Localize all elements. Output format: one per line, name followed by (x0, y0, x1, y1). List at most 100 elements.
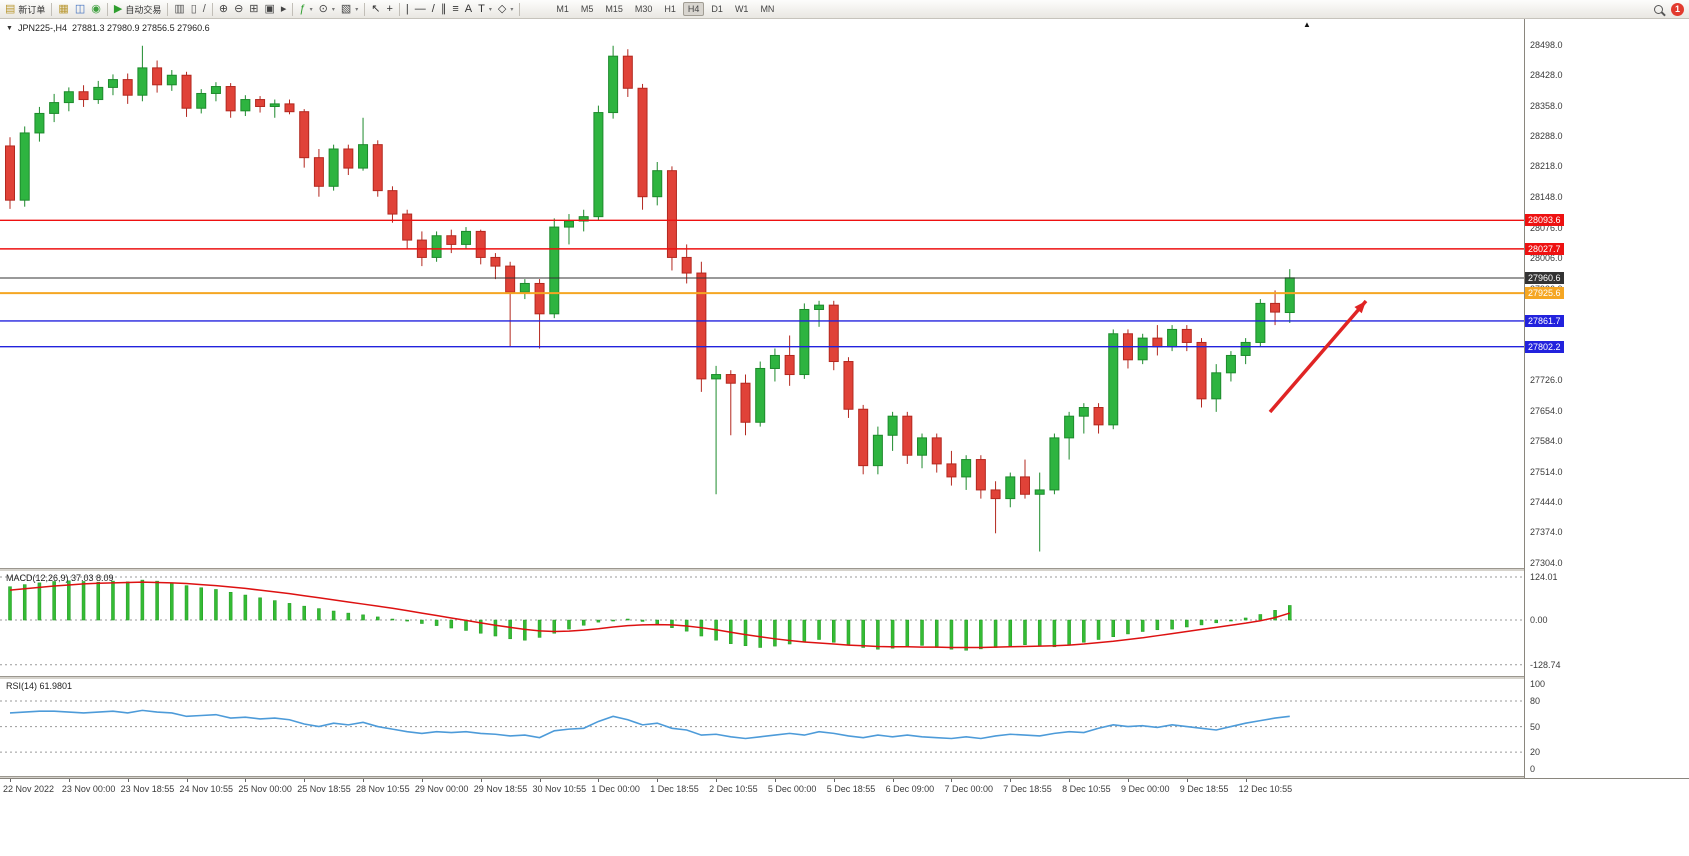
time-axis-label: 7 Dec 00:00 (944, 784, 993, 794)
price-axis-label: 28076.0 (1530, 222, 1563, 233)
indicators-button[interactable]: ƒ ▾ (296, 1, 315, 17)
timeframe-button-m1[interactable]: M1 (556, 4, 569, 14)
vertical-line-button[interactable]: | (403, 1, 412, 17)
crosshair-button[interactable]: + (383, 1, 395, 17)
time-axis-label: 25 Nov 18:55 (297, 784, 351, 794)
templates-button[interactable]: ▧ ▾ (338, 1, 361, 17)
timeframe-toolbar: M1 M5 M15 M30 H1 H4 D1 W1 MN (551, 2, 779, 16)
periods-button[interactable]: ⊙ ▾ (316, 1, 338, 17)
timeframe-button-mn[interactable]: MN (760, 4, 775, 14)
time-axis-label: 25 Nov 00:00 (238, 784, 292, 794)
panel-splitter[interactable] (0, 568, 1689, 571)
trendline-button[interactable]: / (429, 1, 438, 17)
timeframe-button-m5[interactable]: M5 (580, 4, 594, 14)
chart-shift-button[interactable]: ▸ (278, 1, 290, 17)
horizontal-line-button[interactable]: — (412, 1, 429, 17)
toolbar-separator (106, 2, 108, 16)
candle (1078, 407, 1089, 417)
candle (740, 382, 751, 423)
line-chart-button[interactable]: / (200, 1, 209, 17)
rsi-panel: RSI(14) 61.9801 (0, 678, 1524, 776)
macd-canvas[interactable] (0, 570, 1524, 676)
cursor-button[interactable]: ↖ (368, 1, 383, 17)
new-order-button[interactable]: ▤ 新订单 (2, 1, 48, 17)
ohlc-values: 27881.3 27980.9 27856.5 27960.6 (71, 23, 210, 33)
profiles-button[interactable]: ◫ (72, 1, 88, 17)
timeframe-button-d1[interactable]: D1 (711, 4, 723, 14)
collapse-icon[interactable]: ▼ (6, 24, 13, 32)
candle (313, 157, 324, 187)
candle (152, 67, 163, 86)
channel-button[interactable]: ∥ (438, 1, 450, 17)
time-axis-tick (1186, 779, 1188, 782)
price-axis-label: 27654.0 (1530, 405, 1563, 416)
price-axis-label: 27304.0 (1530, 557, 1563, 568)
price-axis-label: 28428.0 (1530, 70, 1563, 81)
bar-chart-button[interactable]: ▥ (171, 1, 187, 17)
candle (431, 235, 442, 258)
time-axis-label: 8 Dec 10:55 (1062, 784, 1111, 794)
profiles-icon: ◫ (74, 3, 86, 15)
price-axis-label: 27584.0 (1530, 436, 1563, 447)
zoom-out-button[interactable]: ⊖ (231, 1, 246, 17)
new-order-icon: ▤ (5, 3, 16, 15)
candle (1093, 407, 1104, 426)
timeframe-button-m30[interactable]: M30 (634, 4, 653, 14)
candle (505, 265, 516, 293)
shapes-button[interactable]: ◇ ▾ (495, 1, 516, 17)
time-axis-tick (774, 779, 776, 782)
dropdown-arrow-icon: ▾ (510, 6, 514, 13)
candle (946, 463, 957, 478)
panel-splitter[interactable] (0, 676, 1689, 679)
toolbar-separator (211, 2, 213, 16)
trend-arrow[interactable] (1268, 299, 1368, 414)
timeframe-button-h4[interactable]: H4 (682, 2, 705, 16)
timeframe-button-h1[interactable]: H1 (664, 4, 676, 14)
notification-badge[interactable]: 1 (1671, 2, 1684, 16)
indicators-icon: ƒ (299, 3, 306, 15)
candle (1255, 302, 1266, 343)
cursor-icon: ↖ (371, 3, 381, 15)
tile-windows-button[interactable]: ⊞ (246, 1, 261, 17)
auto-arrange-button[interactable]: ▣ (262, 1, 278, 17)
auto-trading-button-label: 自动交易 (125, 4, 162, 15)
candle (49, 102, 60, 114)
chart-shift-marker[interactable]: ▲ (1303, 20, 1311, 29)
time-axis-label: 9 Dec 00:00 (1120, 784, 1170, 794)
time-axis-tick (1245, 779, 1247, 782)
candle (1152, 337, 1163, 348)
candle (681, 256, 692, 274)
crosshair-icon: + (386, 3, 393, 15)
auto-arrange-icon: ▣ (264, 3, 275, 15)
main-chart-canvas[interactable] (0, 18, 1524, 568)
search-icon[interactable] (1654, 4, 1663, 14)
market-watch-button[interactable]: ◉ (88, 1, 104, 17)
time-axis-tick (127, 779, 129, 782)
candlestick-chart-button[interactable]: ▯ (188, 1, 200, 17)
candle (931, 437, 942, 465)
chart-windows-button[interactable]: ▦ (55, 1, 71, 17)
candle (210, 86, 221, 94)
time-axis-tick (598, 779, 600, 782)
arrows-button[interactable]: T ▾ (475, 1, 495, 17)
candle (784, 354, 795, 376)
rsi-line (9, 709, 1290, 740)
candle (372, 144, 383, 192)
candle (534, 282, 545, 315)
time-axis[interactable]: 22 Nov 2022 23 Nov 00:00 23 Nov 18:55 24 No… (0, 778, 1689, 801)
toolbar-separator (398, 2, 400, 16)
price-tag: 27861.7 (1525, 314, 1564, 327)
timeframe-button-w1[interactable]: W1 (734, 4, 749, 14)
rsi-canvas[interactable] (0, 678, 1524, 776)
time-axis-tick (245, 779, 247, 782)
zoom-in-button[interactable]: ⊕ (216, 1, 231, 17)
candle (1034, 489, 1045, 495)
fibonacci-button[interactable]: ≡ (449, 1, 461, 17)
time-axis-label: 30 Nov 10:55 (532, 784, 587, 794)
text-button[interactable]: A (462, 1, 475, 17)
candle (387, 190, 398, 215)
price-axis[interactable]: 28498.0 28428.0 28358.0 28288.0 28218.0 28148… (1524, 18, 1689, 798)
macd-axis-label: 0.00 (1530, 615, 1548, 626)
auto-trading-button[interactable]: ▶ 自动交易 (111, 1, 164, 17)
timeframe-button-m15[interactable]: M15 (605, 4, 623, 14)
